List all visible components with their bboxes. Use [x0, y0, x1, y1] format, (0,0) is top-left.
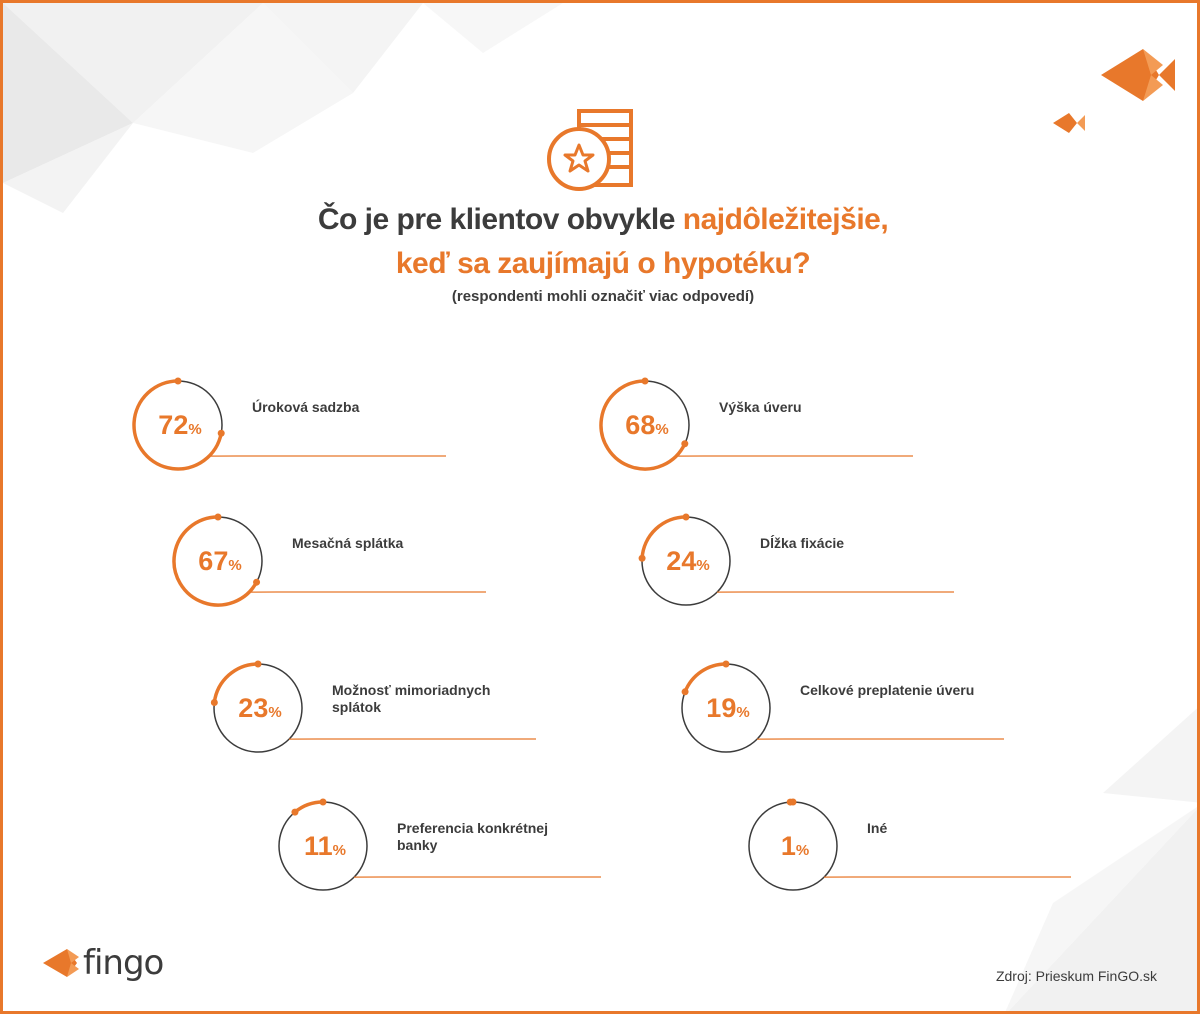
- value-label: 19%: [706, 693, 749, 723]
- value-unit: %: [268, 704, 281, 721]
- arc-end-dot: [253, 578, 261, 586]
- value-label: 1%: [781, 831, 809, 861]
- value-number: 11: [304, 831, 333, 861]
- title-line-1: Čo je pre klientov obvykle najdôležitejš…: [3, 203, 1197, 237]
- donut-item: 23%: [210, 660, 536, 753]
- subtitle: (respondenti mohli označiť viac odpovedí…: [451, 288, 755, 305]
- value-unit: %: [333, 842, 346, 859]
- arc-end-dot: [681, 440, 689, 448]
- category-label-line: Dĺžka fixácie: [760, 535, 845, 551]
- value-unit: %: [228, 557, 241, 574]
- category-label: Dĺžka fixácie: [760, 535, 970, 552]
- arc-start-dot: [174, 377, 182, 385]
- arc-end-dot: [291, 808, 299, 816]
- arc-end-dot: [681, 688, 689, 696]
- fish-icon: [1101, 49, 1175, 101]
- arc-start-dot: [254, 660, 262, 668]
- title-line-2: keď sa zaujímajú o hypotéku?: [3, 247, 1197, 281]
- value-number: 23: [238, 693, 268, 723]
- category-label-line: Možnosť mimoriadnych: [332, 682, 491, 698]
- value-number: 24: [666, 546, 696, 576]
- donut-item: 68%: [599, 377, 913, 471]
- arc-end-dot: [786, 798, 794, 806]
- arc-start-dot: [722, 660, 730, 668]
- arc-end-dot: [217, 429, 225, 437]
- category-label: Mesačná splátka: [292, 535, 502, 552]
- arc-end-dot: [638, 554, 646, 562]
- value-arc: [132, 379, 223, 471]
- value-label: 68%: [625, 410, 668, 440]
- value-arc: [172, 515, 259, 607]
- value-arc: [599, 379, 687, 471]
- logo-text: fingo: [83, 943, 164, 983]
- value-label: 67%: [198, 546, 241, 576]
- category-label: Preferencia konkrétnej banky: [397, 820, 607, 854]
- donut-item: 1%: [748, 798, 1071, 891]
- title-accent-2: keď sa zaujímajú o hypotéku?: [395, 247, 811, 280]
- arc-start-dot: [214, 513, 222, 521]
- value-arc: [683, 662, 727, 693]
- background-decor: [3, 3, 1197, 1011]
- category-label: Celkové preplatenie úveru: [800, 682, 1010, 699]
- arc-start-dot: [319, 798, 327, 806]
- donut-item: 72%: [132, 377, 446, 471]
- value-arc: [640, 515, 687, 559]
- value-number: 68: [625, 410, 655, 440]
- chart-area: 72% 68%67% 24%23% 19%11% 1%: [132, 377, 1071, 891]
- fish-decoration: [1053, 49, 1175, 133]
- coin-stack-star-icon: [547, 109, 633, 191]
- arc-start-dot: [641, 377, 649, 385]
- value-label: 11%: [304, 831, 346, 861]
- source-note: Zdroj: Prieskum FinGO.sk: [995, 968, 1157, 984]
- fish-icon: [43, 949, 79, 977]
- title-accent: najdôležitejšie,: [682, 203, 889, 236]
- category-label: Možnosť mimoriadnych splátok: [332, 682, 542, 716]
- value-unit: %: [696, 557, 709, 574]
- category-label-line: Celkové preplatenie úveru: [800, 682, 975, 698]
- category-label: Výška úveru: [719, 399, 929, 416]
- value-number: 19: [706, 693, 736, 723]
- value-label: 23%: [238, 693, 281, 723]
- category-label: Úroková sadzba: [252, 399, 462, 416]
- title-plain: Čo je pre klientov obvykle: [317, 203, 683, 236]
- donut-item: 11%: [278, 798, 601, 891]
- category-label-line: Výška úveru: [719, 399, 802, 415]
- value-number: 67: [198, 546, 228, 576]
- value-arc: [212, 662, 259, 703]
- category-label-line: banky: [397, 837, 438, 853]
- value-unit: %: [188, 421, 201, 438]
- category-label-line: Mesačná splátka: [292, 535, 404, 551]
- arc-end-dot: [210, 698, 218, 706]
- donut-item: 19%: [681, 660, 1004, 753]
- value-number: 72: [158, 410, 188, 440]
- category-label-line: splátok: [332, 699, 382, 715]
- value-unit: %: [736, 704, 749, 721]
- value-label: 72%: [158, 410, 201, 440]
- fish-icon: [1053, 113, 1085, 133]
- value-unit: %: [655, 421, 668, 438]
- arc-start-dot: [682, 513, 690, 521]
- value-unit: %: [796, 842, 809, 859]
- category-label-line: Preferencia konkrétnej: [397, 820, 548, 836]
- value-number: 1: [781, 831, 796, 861]
- value-arc: [293, 800, 324, 814]
- donut-item: 24%: [638, 513, 954, 606]
- category-label-line: Úroková sadzba: [252, 399, 360, 415]
- value-label: 24%: [666, 546, 709, 576]
- category-label-line: Iné: [867, 820, 888, 836]
- donut-item: 67%: [172, 513, 486, 607]
- category-label: Iné: [867, 820, 1077, 837]
